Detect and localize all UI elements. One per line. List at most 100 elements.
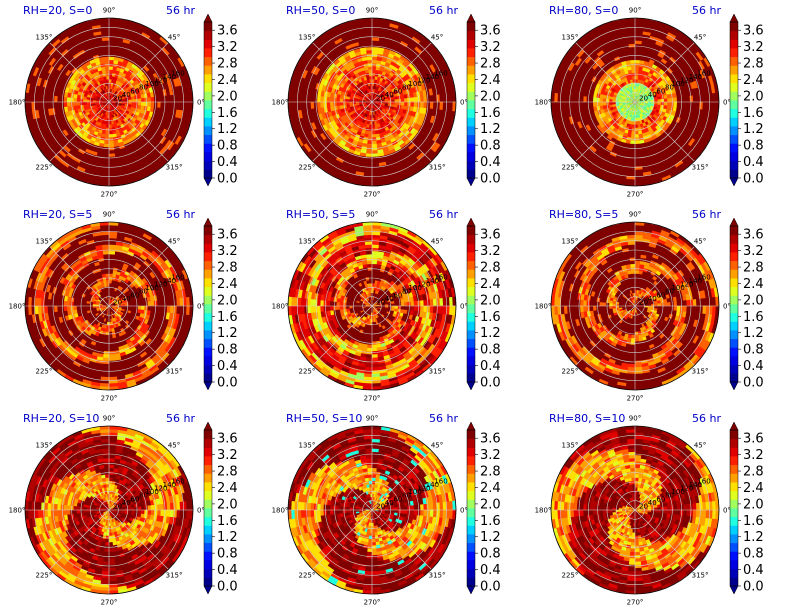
colorbar-segment <box>467 490 475 500</box>
colorbar-tick-label: 0.0 <box>217 376 238 391</box>
angular-gridline <box>575 246 636 307</box>
angular-gridline <box>575 101 636 162</box>
theta-tick-label: 135° <box>562 33 579 41</box>
angular-gridline <box>312 101 373 162</box>
colorbar-segment <box>467 508 475 518</box>
radial-tick-label: 160 <box>171 273 184 281</box>
colorbar-segment <box>730 48 738 58</box>
radial-tick-label: 60 <box>656 495 665 503</box>
radial-tick-label: 40 <box>385 295 394 303</box>
panel-5: RH=50, S=5 56 hr 0° 45° 90° 135° 180° 225° 270° 3… <box>263 204 526 408</box>
radial-tick-label: 80 <box>665 492 674 500</box>
colorbar-segment <box>730 447 738 457</box>
colorbar-tick-label: 3.2 <box>217 40 238 55</box>
angular-gridline <box>312 509 373 570</box>
radial-tick-label: 80 <box>139 492 148 500</box>
polar-frame <box>287 425 457 595</box>
radial-tick-label: 60 <box>393 495 402 503</box>
colorbar-segment <box>467 56 475 66</box>
colorbar-segment <box>467 356 475 366</box>
colorbar-tick-label: 3.6 <box>743 432 764 447</box>
theta-tick-label: 315° <box>166 572 183 580</box>
radial-tick-label: 140 <box>163 73 176 81</box>
angular-gridline <box>634 42 695 103</box>
colorbar-segment <box>204 260 212 270</box>
colorbar-tick-label: 1.6 <box>480 106 501 121</box>
colorbar-tick-label: 0.4 <box>217 359 238 374</box>
colorbar-segment <box>730 91 738 101</box>
theta-tick-label: 225° <box>562 368 579 376</box>
colorbar-tick-label: 1.2 <box>217 326 238 341</box>
theta-tick-label: 45° <box>431 441 443 449</box>
theta-tick-label: 135° <box>36 33 53 41</box>
theta-tick-label: 135° <box>299 33 316 41</box>
colorbar-tick-label: 0.4 <box>480 155 501 170</box>
radial-tick-label: 100 <box>145 488 158 496</box>
colorbar-segment <box>730 430 738 440</box>
colorbar-segment <box>730 56 738 66</box>
radial-tick-label: 160 <box>697 477 710 485</box>
colorbar-segment <box>204 108 212 118</box>
theta-tick-label: 0° <box>723 303 731 311</box>
theta-tick-label: 315° <box>166 368 183 376</box>
radial-tick-label: 40 <box>648 499 657 507</box>
colorbar-tick-label: 2.4 <box>743 481 764 496</box>
colorbar-frame <box>203 429 213 587</box>
colorbar-tick-label: 3.6 <box>480 228 501 243</box>
colorbar-segment <box>467 456 475 466</box>
radial-tick-label: 120 <box>680 485 693 493</box>
colorbar-tick-label: 2.0 <box>743 89 764 104</box>
radial-tick-label: 20 <box>376 94 385 102</box>
theta-tick-label: 0° <box>197 99 205 107</box>
panel-title: RH=20, S=0 <box>23 4 93 17</box>
field-layer <box>551 426 719 594</box>
colorbar-tick-label: 1.6 <box>217 106 238 121</box>
colorbar-tick-label: 1.6 <box>743 106 764 121</box>
field-layer <box>25 18 193 186</box>
colorbar-segment <box>730 82 738 92</box>
colorbar-segment <box>204 456 212 466</box>
colorbar-extend-min <box>203 381 213 391</box>
theta-tick-label: 45° <box>168 237 180 245</box>
radial-tick-label: 160 <box>434 273 447 281</box>
colorbar-segment <box>730 278 738 288</box>
colorbar-extend-min <box>729 381 739 391</box>
radial-tick-label: 20 <box>376 502 385 510</box>
colorbar-segment <box>204 577 212 587</box>
theta-tick-label: 270° <box>101 599 118 607</box>
colorbar-segment <box>730 134 738 144</box>
colorbar-tick-label: 0.0 <box>217 172 238 187</box>
theta-tick-label: 90° <box>366 415 378 423</box>
colorbar-segment <box>467 269 475 279</box>
colorbar-segment <box>730 560 738 570</box>
colorbar-segment <box>204 91 212 101</box>
panel-title: RH=80, S=5 <box>549 208 619 221</box>
theta-tick-label: 225° <box>562 164 579 172</box>
colorbar-frame <box>203 21 213 179</box>
panel-3: RH=80, S=0 56 hr 0° 45° 90° 135° 180° 225° 270° 3… <box>526 0 789 204</box>
polar-plot: 0°45°90°135°180°225°270°315°20 40 60 801001… <box>9 211 205 403</box>
angular-gridline <box>575 305 636 366</box>
theta-tick-label: 180° <box>272 99 289 107</box>
radial-tick-label: 140 <box>426 481 439 489</box>
angular-gridline <box>312 450 373 511</box>
colorbar-segment <box>467 30 475 40</box>
panel-6: RH=80, S=5 56 hr 0° 45° 90° 135° 180° 225° 270° 3… <box>526 204 789 408</box>
colorbar-extend-max <box>203 13 213 23</box>
colorbar-segment <box>730 542 738 552</box>
colorbar-segment <box>730 577 738 587</box>
angular-gridline <box>108 450 169 511</box>
colorbar-segment <box>467 226 475 236</box>
colorbar-segment <box>467 516 475 526</box>
colorbar-segment <box>730 330 738 340</box>
radial-tick-label: 20 <box>639 94 648 102</box>
theta-tick-label: 225° <box>562 572 579 580</box>
theta-tick-label: 45° <box>431 237 443 245</box>
angular-gridline <box>108 42 169 103</box>
colorbar-tick-label: 0.4 <box>480 563 501 578</box>
colorbar-tick-label: 1.6 <box>480 514 501 529</box>
colorbar-segment <box>730 269 738 279</box>
colorbar-segment <box>204 286 212 296</box>
colorbar-segment <box>467 577 475 587</box>
colorbar-segment <box>204 534 212 544</box>
